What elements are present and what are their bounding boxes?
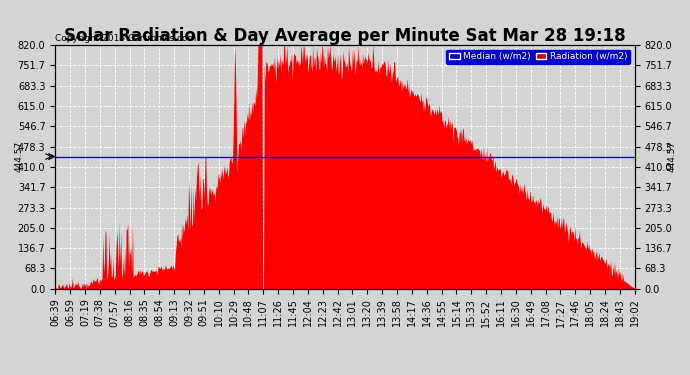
Text: 444.57: 444.57 <box>668 141 677 172</box>
Text: 444.57: 444.57 <box>14 141 23 172</box>
Legend: Median (w/m2), Radiation (w/m2): Median (w/m2), Radiation (w/m2) <box>446 50 630 64</box>
Text: Copyright 2015 Cartronics.com: Copyright 2015 Cartronics.com <box>55 34 197 43</box>
Title: Solar Radiation & Day Average per Minute Sat Mar 28 19:18: Solar Radiation & Day Average per Minute… <box>64 27 626 45</box>
